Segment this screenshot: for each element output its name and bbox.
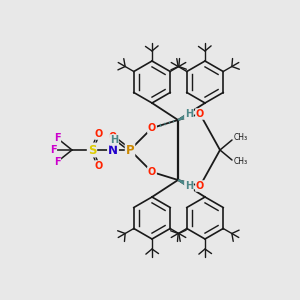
Text: H: H: [185, 181, 193, 191]
Text: O: O: [148, 123, 156, 133]
Text: P: P: [126, 143, 134, 157]
Text: O: O: [196, 181, 204, 191]
Text: H: H: [185, 109, 193, 119]
Text: O: O: [95, 161, 103, 171]
Polygon shape: [178, 180, 191, 189]
Text: O: O: [109, 132, 117, 142]
Text: F: F: [54, 157, 60, 167]
Polygon shape: [178, 111, 191, 120]
Text: CH₃: CH₃: [234, 158, 248, 166]
Text: F: F: [50, 145, 56, 155]
Text: F: F: [54, 133, 60, 143]
Text: O: O: [148, 167, 156, 177]
Text: S: S: [88, 143, 96, 157]
Text: O: O: [95, 129, 103, 139]
Text: H: H: [110, 135, 118, 145]
Text: CH₃: CH₃: [234, 134, 248, 142]
Text: N: N: [108, 143, 118, 157]
Text: O: O: [196, 109, 204, 119]
